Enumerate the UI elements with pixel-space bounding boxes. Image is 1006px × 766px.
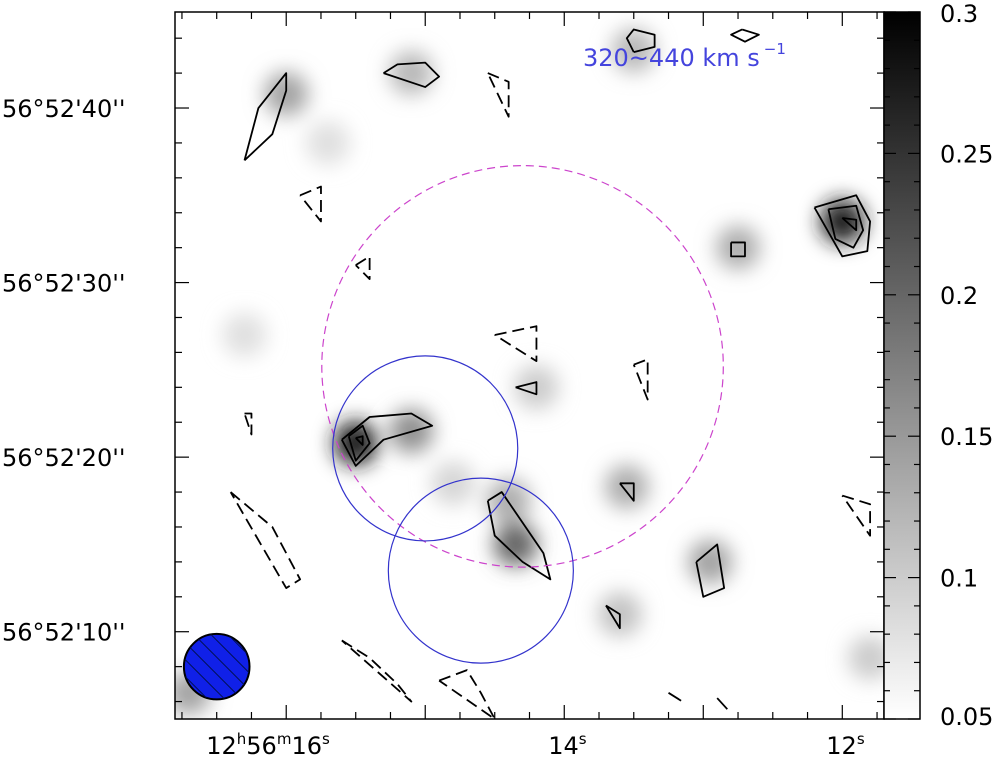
region-circles — [321, 165, 724, 664]
contour-negative — [438, 669, 496, 719]
emission-blob — [264, 72, 309, 117]
axes: 56°52'40'' 56°52'30'' 56°52'20'' 56°52'10''… — [2, 12, 884, 760]
colorbar-label: 0.05 — [940, 703, 993, 731]
beam-ellipse — [182, 632, 251, 701]
contour-negative — [229, 491, 302, 589]
plot-area — [175, 12, 884, 719]
contour-positive — [813, 194, 871, 258]
contour-positive — [355, 435, 364, 446]
contour-positive — [730, 28, 760, 43]
contour-negative — [341, 639, 413, 703]
contour-positive — [841, 217, 858, 232]
contour-positive — [695, 543, 726, 598]
x-tick-label: 14s — [548, 730, 587, 760]
contour-negative — [355, 255, 371, 280]
y-tick-label: 56°52'40'' — [2, 95, 125, 123]
colorbar-label: 0.1 — [940, 565, 978, 593]
contour-positive — [619, 482, 635, 502]
beam-hatch — [183, 633, 250, 700]
contour-negative — [486, 72, 510, 118]
contour-positive — [515, 381, 538, 396]
emission-blob — [222, 312, 267, 357]
colorbar-ticks: 0.3 0.25 0.2 0.15 0.1 0.05 — [884, 0, 993, 731]
colorbar-label: 0.3 — [940, 0, 978, 28]
emission-blob — [431, 461, 476, 506]
contour-positive — [730, 241, 746, 258]
contour-negative — [243, 412, 253, 436]
emission-blob — [333, 421, 378, 466]
emission-blob — [389, 51, 434, 96]
emission-blob — [688, 539, 733, 584]
contour-positive — [383, 61, 441, 88]
colorbar — [883, 11, 921, 720]
emission-blob — [716, 225, 761, 270]
contour-positive — [605, 604, 621, 630]
contour-positive — [486, 491, 552, 581]
intensity-map — [175, 28, 884, 719]
contour-layer — [229, 28, 871, 719]
emission-blob — [604, 464, 649, 509]
y-tick-label: 56°52'20'' — [2, 444, 125, 472]
contour-negative — [632, 358, 649, 401]
circle-blue-1 — [332, 355, 519, 542]
colorbar-label: 0.15 — [940, 423, 993, 451]
y-tick-label: 56°52'30'' — [2, 270, 125, 298]
contour-negative — [716, 697, 730, 712]
circle-large — [321, 165, 724, 568]
emission-blob — [493, 522, 538, 567]
emission-blob — [820, 199, 865, 244]
contour-negative — [841, 494, 871, 537]
emission-blob — [305, 120, 350, 165]
contour-positive — [625, 28, 656, 54]
velocity-label: 320~440 km s −1 — [583, 40, 786, 72]
contour-negative — [494, 325, 538, 363]
colorbar-label: 0.25 — [940, 140, 993, 168]
contour-positive — [347, 424, 371, 462]
y-tick-label: 56°52'10'' — [2, 619, 125, 647]
circle-blue-2 — [387, 477, 574, 664]
contour-positive — [243, 72, 288, 162]
contour-positive — [341, 412, 434, 467]
contour-negative — [668, 692, 684, 703]
contour-positive — [827, 204, 865, 249]
x-tick-label: 12s — [826, 730, 865, 760]
contour-negative — [299, 185, 322, 223]
colorbar-label: 0.2 — [940, 282, 978, 310]
emission-blob — [848, 635, 884, 680]
x-tick-label: 12h56m16s — [206, 730, 330, 760]
